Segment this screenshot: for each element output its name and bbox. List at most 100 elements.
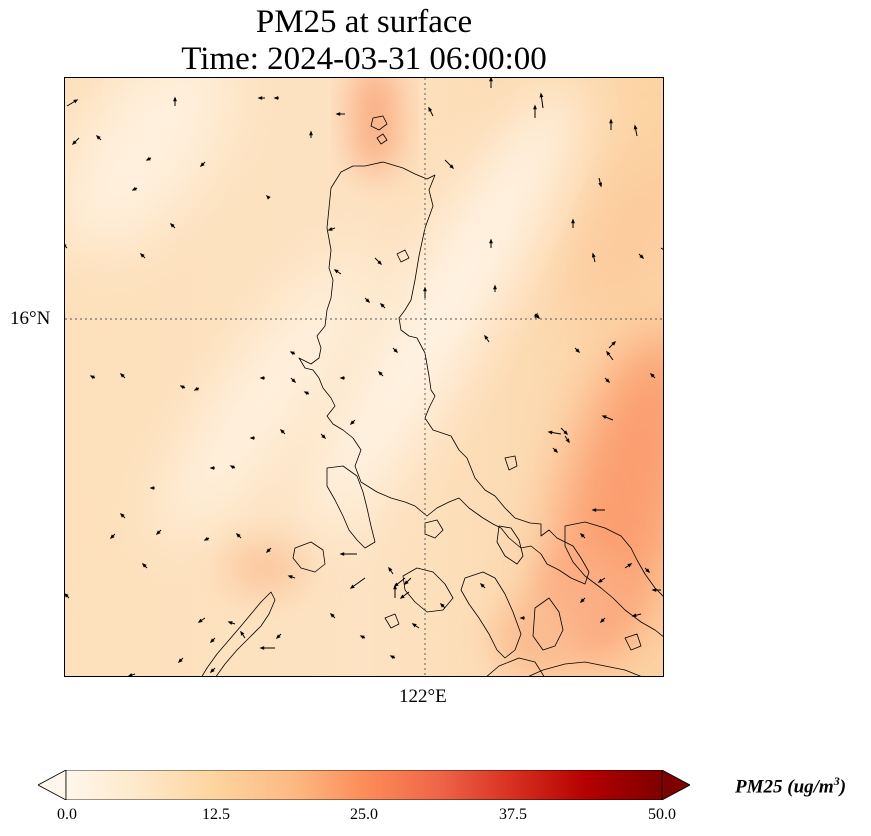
wind-arrow-head <box>335 112 341 116</box>
wind-arrow-head <box>597 578 603 583</box>
colorbar-tick-label: 12.5 <box>202 806 230 823</box>
wind-arrow-head <box>209 466 215 470</box>
wind-arrow-head <box>575 348 581 354</box>
wind-arrow-head <box>289 351 295 356</box>
colorbar-gradient <box>65 770 663 800</box>
wind-arrow-head <box>109 534 115 540</box>
wind-arrow-head <box>633 124 638 130</box>
wind-arrow-head <box>645 568 651 574</box>
wind-arrow-shaft <box>65 245 68 249</box>
calamian-coastline <box>292 541 326 573</box>
map-title: PM25 at surface <box>255 4 473 40</box>
wind-arrow-head <box>639 254 645 260</box>
wind-arrow-head <box>403 580 409 586</box>
wind-arrow-head <box>197 618 203 623</box>
wind-arrow-head <box>611 340 617 346</box>
wind-arrow-head <box>493 284 497 290</box>
marinduque-coastline <box>424 519 444 539</box>
wind-arrow-head <box>563 430 569 436</box>
colorbar-max-extension <box>661 770 690 800</box>
wind-arrow-head <box>249 436 255 440</box>
wind-arrow-head <box>333 269 339 274</box>
wind-arrow-head <box>259 646 265 650</box>
mindoro-coastline <box>326 465 376 549</box>
wind-arrow-head <box>119 372 125 378</box>
wind-arrow-head <box>533 104 537 110</box>
wind-arrow-head <box>571 218 575 224</box>
island-coastline <box>624 633 642 651</box>
wind-arrow-head <box>65 244 67 247</box>
palawan-coastline <box>201 591 276 676</box>
coastlines <box>201 115 663 676</box>
island-coastline <box>370 115 388 131</box>
pm25-low-band <box>65 78 230 253</box>
colorbar-label-exponent: 3 <box>833 774 840 788</box>
wind-arrow-head <box>579 532 585 538</box>
pm25-high-patch <box>578 155 663 321</box>
wind-arrow-head <box>428 106 433 112</box>
wind-arrow-head <box>199 162 205 168</box>
wind-arrow-head <box>287 575 293 579</box>
wind-arrow-head <box>119 512 125 518</box>
wind-arrow-head <box>365 298 371 304</box>
wind-arrow-head <box>257 96 263 100</box>
wind-arrow-head <box>393 348 399 354</box>
wind-arrow-head <box>535 314 541 320</box>
wind-arrow-head <box>291 378 297 384</box>
colorbar-label-close: ) <box>839 776 847 798</box>
wind-arrow-head <box>598 182 603 188</box>
wind-arrow-shaft <box>660 247 663 250</box>
wind-arrow-head <box>339 376 345 380</box>
wind-arrow-head <box>155 530 161 536</box>
island-coastline <box>384 613 400 629</box>
wind-arrow-head <box>651 588 657 592</box>
wind-arrow-head <box>141 562 147 568</box>
wind-arrow-head <box>193 386 199 391</box>
wind-arrow-head <box>605 378 611 384</box>
map-panel <box>64 77 664 677</box>
colorbar-tick-label: 0.0 <box>57 806 77 823</box>
wind-arrow-head <box>539 92 544 98</box>
wind-arrow-head <box>649 372 655 378</box>
wind-arrow-head <box>609 118 613 124</box>
wind-arrow-head <box>71 140 77 146</box>
wind-arrow-head <box>275 634 281 640</box>
wind-arrow-head <box>449 164 455 170</box>
wind-arrow-head <box>177 658 183 664</box>
colorbar-min-extension <box>38 770 67 800</box>
wind-arrow-head <box>579 598 585 604</box>
wind-arrow-head <box>631 613 637 618</box>
wind-arrow-head <box>606 350 611 356</box>
wind-arrow-head <box>235 532 241 538</box>
island-coastline <box>376 133 388 145</box>
pm25-map <box>65 78 663 676</box>
wind-arrow-head <box>145 156 151 161</box>
wind-arrow-head <box>553 448 559 454</box>
wind-arrow-head <box>209 638 215 644</box>
colorbar-tick-label: 25.0 <box>350 806 378 823</box>
wind-arrow-head <box>519 616 525 620</box>
colorbar-tick-label: 50.0 <box>648 806 676 823</box>
wind-arrow-head <box>131 186 137 191</box>
wind-arrow-head <box>327 227 333 231</box>
longitude-tick-label: 122°E <box>399 686 447 707</box>
wind-arrow-head <box>303 391 309 396</box>
leyte-coastline <box>532 597 564 651</box>
bohol-coastline <box>486 657 545 676</box>
masbate-coastline <box>496 525 524 565</box>
wind-arrow-head <box>489 78 493 82</box>
wind-arrow-head <box>329 612 335 618</box>
wind-arrow-head <box>89 375 95 380</box>
wind-arrow-head <box>547 430 553 435</box>
colorbar-tick-label: 37.5 <box>499 806 527 823</box>
wind-arrow-head <box>209 668 215 674</box>
map-timestamp: Time: 2024-03-31 06:00:00 <box>181 41 547 77</box>
colorbar-label-main: PM25 (ug/m <box>735 776 834 798</box>
wind-arrow-head <box>309 130 313 136</box>
latitude-tick-label: 16°N <box>10 308 51 329</box>
wind-arrow-head <box>489 238 493 244</box>
wind-arrow-head <box>265 548 271 554</box>
wind-arrow-head <box>484 334 489 340</box>
pm25-high-patch <box>225 543 305 593</box>
wind-arrow-head <box>173 96 177 102</box>
